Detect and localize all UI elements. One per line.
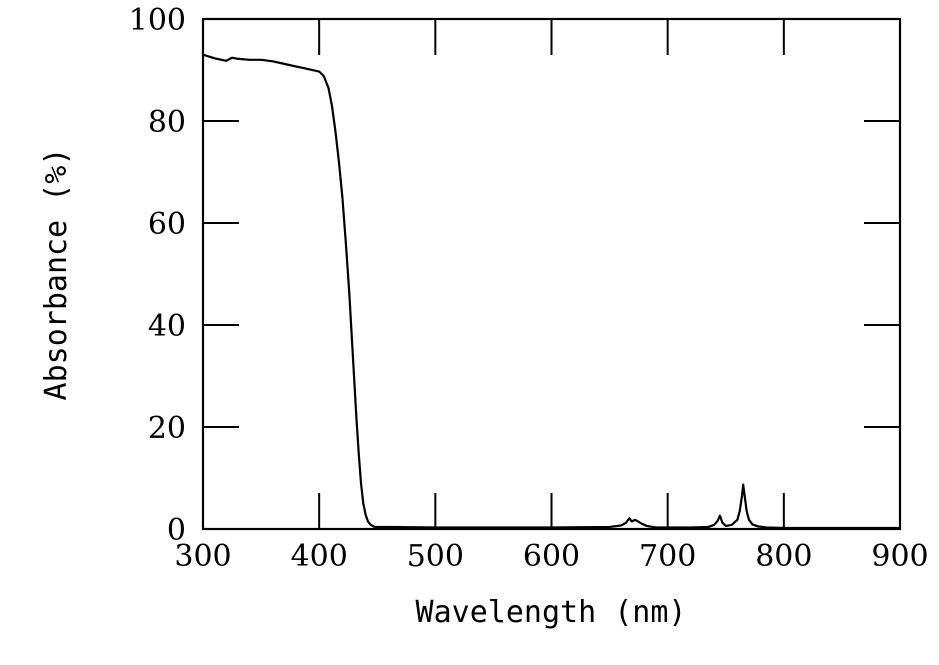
y-tick-label: 60 (148, 207, 186, 242)
y-tick-label: 20 (148, 411, 186, 446)
y-axis-title: Absorbance (%) (39, 148, 74, 401)
x-tick-label: 700 (639, 539, 696, 574)
x-tick-label: 600 (523, 539, 580, 574)
tick-labels-layer: 300 400 500 600 700 800 900 0 20 40 60 80 100 (129, 3, 929, 574)
y-tick-label: 40 (148, 309, 186, 344)
x-tick-label: 800 (755, 539, 812, 574)
series-line-absorbance-spectrum (202, 53, 900, 530)
x-tick-label: 300 (174, 539, 231, 574)
ticks-layer (203, 19, 900, 529)
x-axis-title: Wavelength (nm) (416, 595, 687, 630)
plot-frame (201, 17, 902, 531)
x-tick-label: 900 (871, 539, 928, 574)
x-tick-label: 400 (291, 539, 348, 574)
y-tick-label: 80 (148, 105, 186, 140)
y-tick-label: 100 (129, 3, 186, 38)
x-tick-label: 500 (407, 539, 464, 574)
y-tick-label: 0 (167, 513, 186, 548)
